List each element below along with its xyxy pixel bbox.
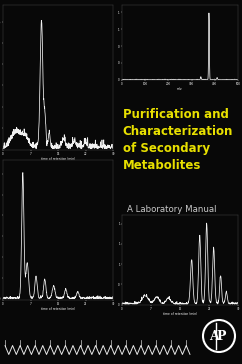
X-axis label: m/z: m/z xyxy=(177,87,183,91)
X-axis label: time of retention (min): time of retention (min) xyxy=(41,158,75,162)
X-axis label: time of retention (min): time of retention (min) xyxy=(163,312,197,316)
Text: A Laboratory Manual
for Analytical and
Structural Biochemistry: A Laboratory Manual for Analytical and S… xyxy=(127,205,229,237)
Text: Purification and
Characterization
of Secondary
Metabolites: Purification and Characterization of Sec… xyxy=(123,108,233,172)
X-axis label: time of retention (min): time of retention (min) xyxy=(41,308,75,312)
Text: P: P xyxy=(216,329,226,343)
Text: Thomas E. Crowley: Thomas E. Crowley xyxy=(123,292,227,302)
Text: A: A xyxy=(209,329,219,343)
